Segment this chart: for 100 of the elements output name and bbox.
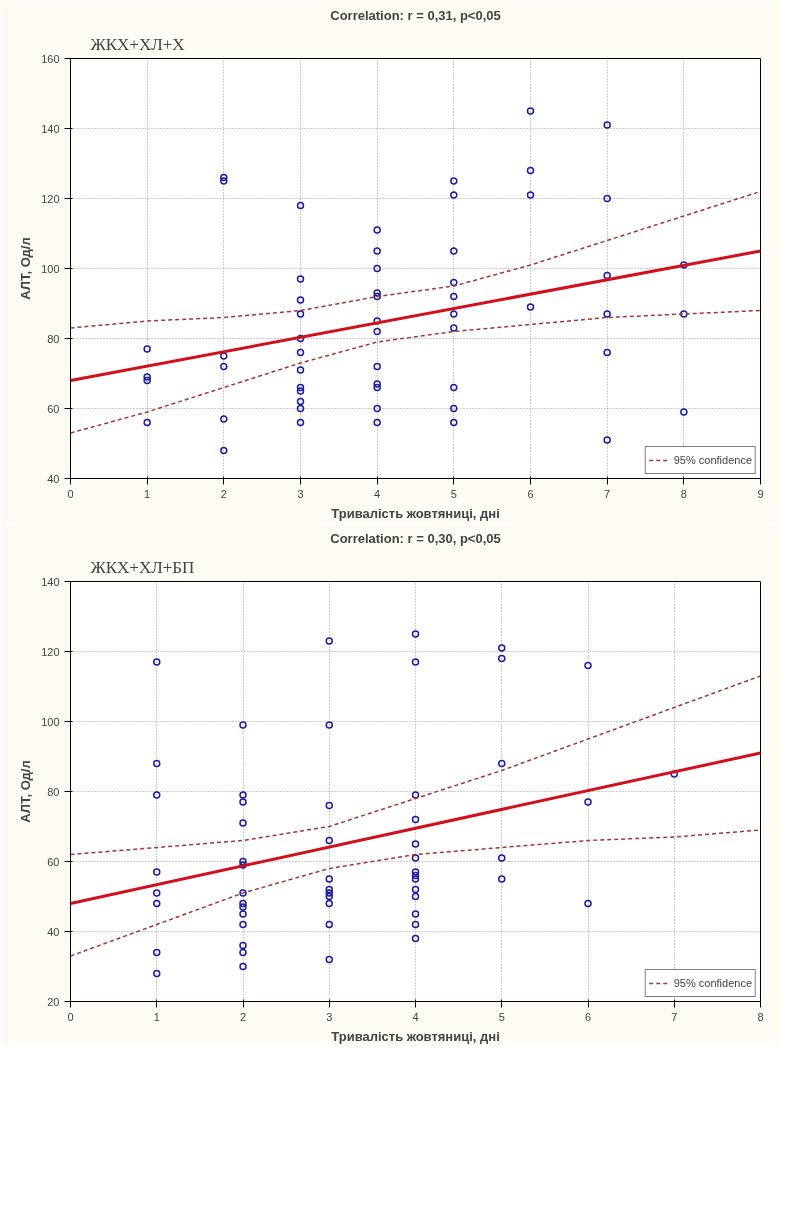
point [411,920,420,929]
point [239,962,247,971]
x-axis-title: Тривалість жовтяниці, дні [331,505,500,521]
point [411,875,420,883]
point [373,362,381,371]
line-series [70,190,761,329]
point [584,899,592,908]
legend-label: 95% confidence [673,454,752,466]
y-axis-title: АЛТ, Од/л [18,760,34,823]
point [603,310,611,318]
x-tick-label: 4 [412,1010,419,1023]
x-axis-title: Тривалість жовтяниці, дні [331,1028,500,1044]
point [239,889,247,897]
point [296,310,305,318]
point [680,261,688,269]
point [239,903,247,911]
point [325,875,333,883]
point [373,292,381,301]
x-tick-label: 9 [757,487,764,500]
point [153,868,161,876]
point [450,177,458,185]
x-tick-label: 0 [67,487,74,500]
x-tick-label: 7 [671,1010,678,1023]
point [153,791,161,799]
x-tick-label: 8 [757,1010,764,1023]
point [411,840,420,848]
point [239,721,247,729]
y-tick-label: 20 [47,995,60,1008]
point [450,310,458,318]
point [220,352,228,360]
point [450,418,458,427]
point [584,661,592,670]
y-tick-label: 100 [41,262,60,275]
point [603,121,611,129]
x-tick-label: 5 [498,1010,505,1023]
point [296,275,305,283]
point [296,296,305,304]
legend-label: 95% confidence [673,977,752,989]
point [603,348,611,357]
point [220,415,228,423]
y-tick-label: 140 [41,575,60,588]
point [239,861,247,869]
point [239,948,247,957]
point [325,889,333,897]
point [296,397,305,406]
point [411,854,420,862]
y-tick-label: 100 [41,715,60,728]
point [411,910,420,918]
point [411,630,420,638]
point [603,436,611,444]
point [153,889,161,897]
x-tick-label: 7 [604,487,611,500]
x-tick-label: 5 [450,487,457,500]
point [373,380,381,388]
chart-title: Correlation: r = 0,31, p<0,05 [330,7,501,23]
point [239,791,247,799]
point [450,191,458,199]
point [239,857,247,866]
x-tick-label: 3 [297,487,304,500]
point [143,345,151,353]
y-tick-label: 40 [47,925,60,938]
x-tick-label: 3 [326,1010,333,1023]
point [239,899,247,908]
point [526,191,535,199]
line-series [70,309,761,434]
y-tick-label: 160 [41,52,60,65]
point [373,226,381,234]
point [325,899,333,908]
point [220,362,228,371]
point [603,194,611,203]
point [526,107,535,115]
point [526,303,535,311]
line-series [70,675,761,856]
point [498,644,506,652]
point [450,404,458,413]
chart-subtitle: ЖКХ+ХЛ+БП [90,557,195,577]
point [498,654,506,663]
x-tick-label: 2 [239,1010,247,1023]
point [296,418,305,427]
point [153,969,161,978]
point [411,885,420,894]
point [450,247,458,255]
point [680,310,688,318]
y-tick-label: 60 [47,402,60,415]
point [220,177,228,185]
point [296,201,305,210]
point [411,791,420,799]
y-tick-label: 80 [47,785,60,798]
point [296,348,305,357]
point [373,404,381,413]
point [143,373,151,381]
point [325,836,333,845]
point [411,658,420,666]
point [153,759,161,768]
point [239,920,247,929]
point [411,871,420,880]
point [373,264,381,273]
point [411,934,420,943]
point [296,404,305,413]
point [296,366,305,374]
